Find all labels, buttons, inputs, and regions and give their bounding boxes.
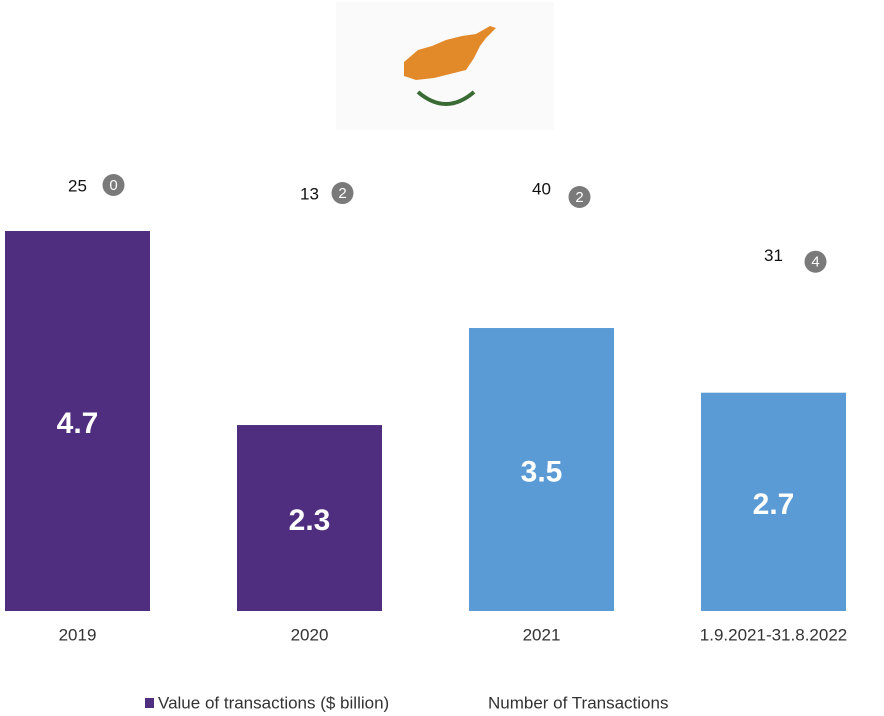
- legend-label: Value of transactions ($ billion): [158, 693, 389, 712]
- badge-label: 0: [109, 177, 117, 194]
- value-label: 3.5: [521, 455, 563, 488]
- badge: [568, 186, 591, 209]
- count-label: 13: [300, 185, 319, 204]
- legend-label: Number of Transactions: [488, 693, 668, 712]
- bar: [5, 231, 150, 611]
- x-tick-label: 2019: [59, 625, 97, 644]
- badge-label: 2: [338, 185, 346, 202]
- flag-branches: [416, 90, 476, 106]
- badge-label: 2: [575, 189, 583, 206]
- count-label: 40: [532, 180, 551, 199]
- count-label: 31: [764, 246, 783, 265]
- bar: [237, 425, 382, 611]
- bar: [701, 392, 846, 611]
- value-label: 2.3: [289, 504, 331, 537]
- badge: [804, 250, 827, 273]
- x-tick-label: 2021: [523, 625, 561, 644]
- x-tick-label: 1.9.2021-31.8.2022: [700, 625, 847, 644]
- badge: [102, 174, 125, 196]
- value-label: 4.7: [57, 407, 99, 440]
- count-label: 25: [68, 176, 87, 195]
- flag: [336, 2, 554, 130]
- badge: [331, 182, 354, 205]
- bar: [469, 328, 614, 611]
- value-label: 2.7: [753, 488, 795, 521]
- badge-label: 4: [811, 254, 819, 271]
- x-tick-label: 2020: [291, 625, 329, 644]
- legend-swatch: [145, 698, 154, 708]
- flag-map: [404, 26, 496, 80]
